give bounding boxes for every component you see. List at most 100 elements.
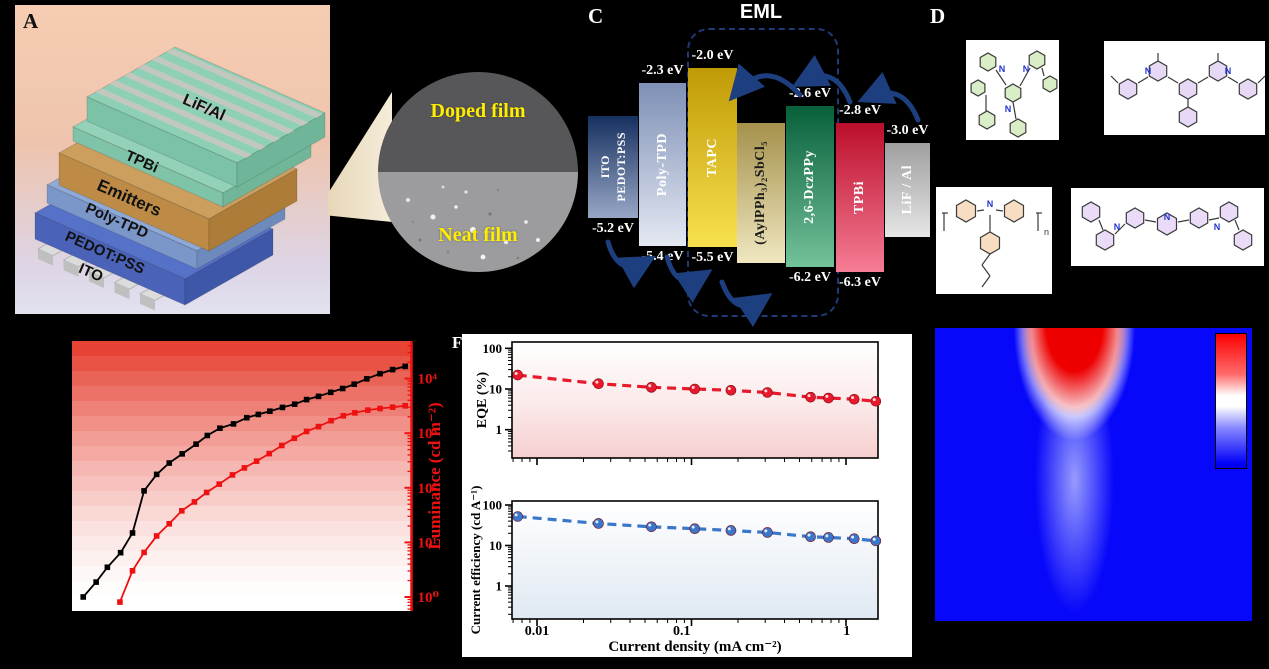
ce-marker-highlight (691, 525, 695, 529)
electrode-stripe (109, 80, 267, 150)
energy-column-1: Poly-TPD (639, 83, 686, 246)
eqe-marker-highlight (764, 389, 768, 393)
eqe-line (517, 373, 876, 403)
eqe-marker-highlight (595, 380, 599, 384)
current-density-black-squares-marker (303, 396, 310, 403)
polytpd-molecule-drawing: Nn (942, 199, 1049, 288)
speckle (418, 238, 422, 242)
eqe-marker-highlight (648, 384, 652, 388)
current-density-black-squares-marker (179, 451, 185, 457)
neat-film-image (378, 172, 578, 272)
current-density-black-squares-marker (217, 425, 223, 432)
ce-marker-highlight (851, 535, 855, 539)
ce-marker-highlight (807, 533, 811, 537)
panel-a-device-structure: LiF/Al TPBi Emitters Poly-TPD PEDOT:PSS ITO A (15, 5, 330, 314)
speckle (430, 214, 436, 220)
ce-marker (593, 518, 604, 529)
charge-transfer-arrows (605, 54, 921, 328)
ce-marker (848, 533, 860, 545)
efficiency-charts-card: 100 10 1 EQE (%) 100 10 1 Current efficiency (c… (462, 334, 912, 657)
energy-column-5: TPBi (836, 123, 884, 272)
electrode-stripe (138, 64, 295, 134)
nitrogen-atom: N (1023, 64, 1030, 74)
panel-c-energy-diagram: C EML ITO PEDOT:PSS -5.2 eV Poly-TPD -2.3 eV… (585, 0, 930, 328)
ring (955, 199, 977, 223)
efficiency-plots: 100 10 1 EQE (%) 100 10 1 Current efficiency (c… (468, 341, 882, 655)
plot-frame (511, 341, 879, 459)
luminance-red-squares-marker (153, 533, 160, 539)
current-density-black-squares-marker (255, 411, 262, 418)
panel-f-letter: F (452, 333, 463, 352)
bond (1144, 219, 1157, 223)
y-tick-label: 100 (483, 498, 503, 513)
current-density-black-squares-marker (339, 385, 346, 392)
ce-marker-highlight (872, 537, 876, 541)
arrow-tpbi-to-dczppy (791, 54, 853, 105)
ring (1009, 118, 1027, 138)
luminance-tick-label: 10⁰ (418, 590, 440, 606)
speckle (411, 220, 415, 224)
speckle (536, 238, 540, 242)
luminance-red-squares-line (119, 404, 406, 603)
bond (1197, 76, 1209, 84)
eqe-marker-highlight (851, 396, 855, 400)
luminance-red-squares-marker (328, 417, 334, 424)
tpbi-structure-card: N N N (966, 40, 1059, 140)
speckle (496, 188, 500, 192)
eml-title: EML (739, 1, 783, 23)
ring (1095, 229, 1115, 251)
eqe-plot-background (512, 342, 878, 458)
ce-marker (805, 531, 816, 542)
current-density-black-squares-line (82, 365, 406, 598)
x-axis-title: Current density (mA cm⁻²) (608, 639, 781, 655)
bond (1257, 75, 1266, 84)
ce-marker-highlight (825, 534, 829, 538)
electrode-stripe (152, 56, 309, 126)
luminance-red-squares-marker (315, 423, 322, 430)
speckle (464, 190, 468, 194)
ring (1156, 212, 1178, 236)
film-speckles (406, 185, 540, 260)
bond (1208, 217, 1220, 221)
panel-c-letter: C (588, 4, 604, 28)
luminance-red-squares-marker (253, 458, 260, 464)
nitrogen-atom: N (1145, 66, 1152, 76)
ring (979, 52, 997, 72)
ring (978, 110, 996, 130)
bond (1137, 76, 1149, 84)
lumo-label: -2.0 eV (691, 48, 734, 63)
y-tick-label: 1 (496, 579, 503, 594)
eqe-marker (805, 391, 816, 403)
dczppy-structure-card: N N N (1071, 188, 1264, 266)
emitters-layer-right (208, 168, 298, 252)
eqe-marker (593, 378, 604, 389)
repeat-n: n (1044, 227, 1049, 237)
ring (1118, 78, 1138, 100)
ito-pad-front (38, 249, 53, 266)
ce-marker (725, 525, 737, 536)
tpbi-molecule-drawing: N N N (970, 50, 1058, 138)
bond (1234, 219, 1240, 231)
energy-column-3: (AylPPh₃)₂SbCl₅ (737, 123, 785, 263)
bond (995, 69, 1007, 86)
eqe-marker (512, 369, 523, 381)
bond (1012, 101, 1017, 120)
luminance-red-squares-marker (278, 442, 285, 449)
luminance-red-squares-marker (203, 489, 210, 496)
luminance-red-squares-marker (191, 499, 198, 505)
ito-pad-front (140, 293, 155, 311)
lumo-label: -2.3 eV (641, 63, 684, 78)
pedot-layer-right (184, 228, 274, 306)
bond (1177, 219, 1190, 223)
bond (995, 209, 1004, 212)
luminance-red-squares-marker (117, 599, 123, 605)
ito-pad-front (89, 271, 104, 288)
current-density-black-squares-marker (80, 594, 87, 600)
speckle (446, 250, 450, 254)
ce-plot-background (512, 501, 878, 619)
luminance-red-squares-marker (291, 435, 298, 441)
arrow-dczppy-to-tapc (728, 63, 803, 102)
ring (1148, 60, 1168, 82)
